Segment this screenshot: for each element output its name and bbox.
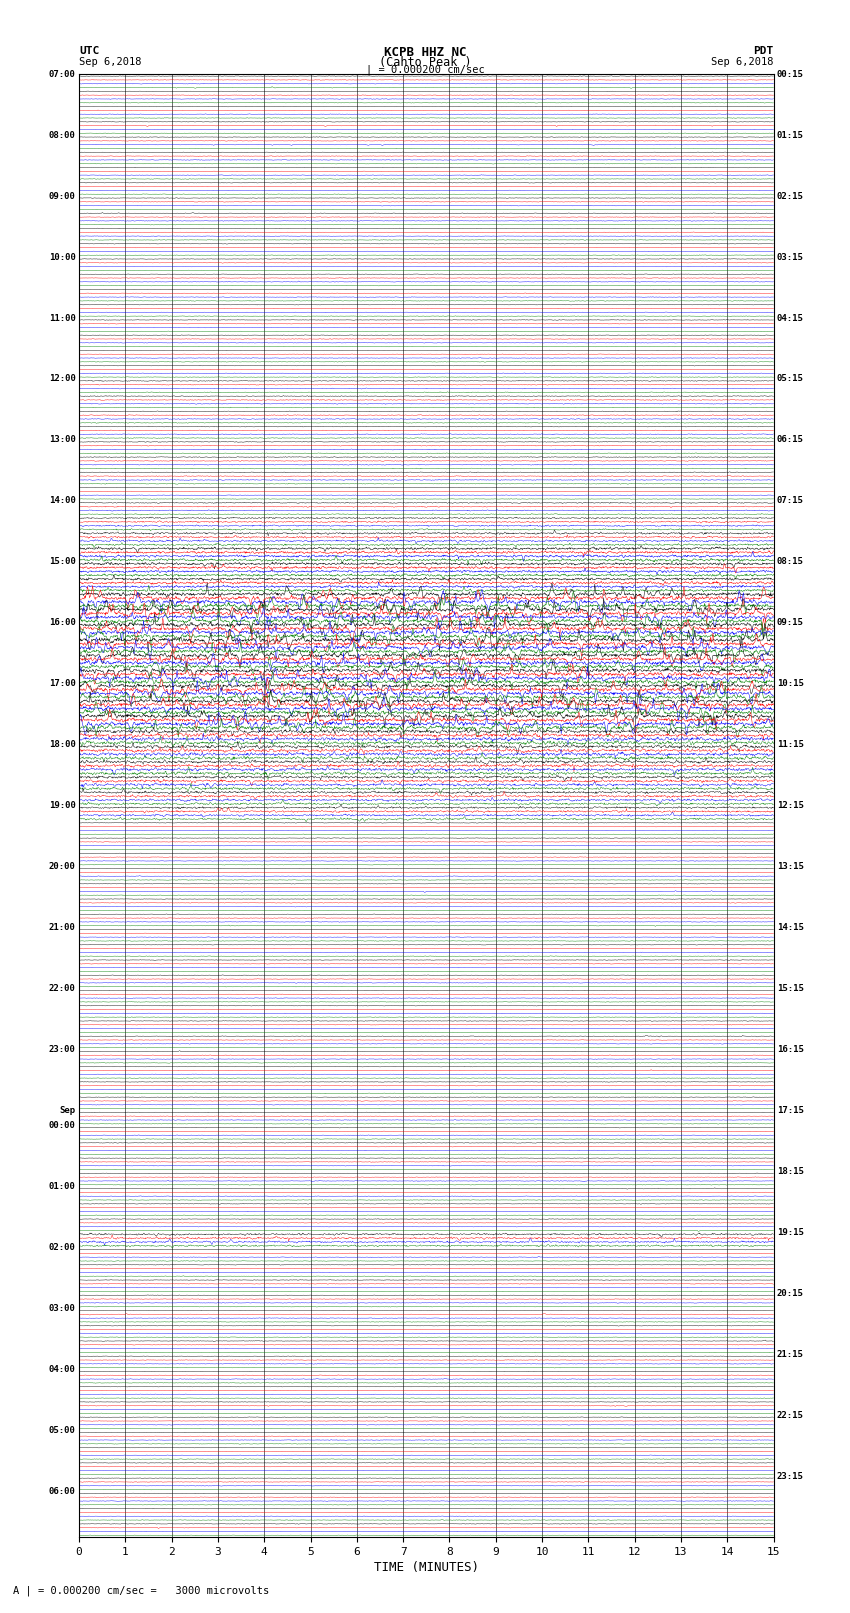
Text: 12:00: 12:00	[48, 374, 76, 384]
Text: 09:00: 09:00	[48, 192, 76, 200]
Text: Sep 6,2018: Sep 6,2018	[79, 56, 142, 68]
Text: 17:00: 17:00	[48, 679, 76, 689]
Text: 00:15: 00:15	[777, 69, 804, 79]
Text: 09:15: 09:15	[777, 618, 804, 627]
Text: 01:15: 01:15	[777, 131, 804, 140]
Text: 21:15: 21:15	[777, 1350, 804, 1358]
Text: 02:00: 02:00	[48, 1244, 76, 1252]
Text: 16:00: 16:00	[48, 618, 76, 627]
Text: 15:15: 15:15	[777, 984, 804, 994]
Text: 23:00: 23:00	[48, 1045, 76, 1053]
Text: 04:00: 04:00	[48, 1365, 76, 1374]
Text: 04:15: 04:15	[777, 313, 804, 323]
X-axis label: TIME (MINUTES): TIME (MINUTES)	[374, 1561, 479, 1574]
Text: 13:15: 13:15	[777, 863, 804, 871]
Text: 03:00: 03:00	[48, 1303, 76, 1313]
Text: 06:00: 06:00	[48, 1487, 76, 1495]
Text: 11:15: 11:15	[777, 740, 804, 748]
Text: 01:00: 01:00	[48, 1182, 76, 1190]
Text: 14:00: 14:00	[48, 497, 76, 505]
Text: 10:15: 10:15	[777, 679, 804, 689]
Text: 22:00: 22:00	[48, 984, 76, 994]
Text: 14:15: 14:15	[777, 923, 804, 932]
Text: Sep: Sep	[60, 1107, 76, 1115]
Text: 06:15: 06:15	[777, 436, 804, 445]
Text: 18:15: 18:15	[777, 1166, 804, 1176]
Text: Sep 6,2018: Sep 6,2018	[711, 56, 774, 68]
Text: 19:15: 19:15	[777, 1227, 804, 1237]
Text: A | = 0.000200 cm/sec =   3000 microvolts: A | = 0.000200 cm/sec = 3000 microvolts	[13, 1586, 269, 1595]
Text: 02:15: 02:15	[777, 192, 804, 200]
Text: 17:15: 17:15	[777, 1107, 804, 1115]
Text: 20:15: 20:15	[777, 1289, 804, 1298]
Text: 00:00: 00:00	[48, 1121, 76, 1131]
Text: KCPB HHZ NC: KCPB HHZ NC	[383, 45, 467, 60]
Text: 16:15: 16:15	[777, 1045, 804, 1053]
Text: 11:00: 11:00	[48, 313, 76, 323]
Text: UTC: UTC	[79, 45, 99, 56]
Text: 19:00: 19:00	[48, 802, 76, 810]
Text: 13:00: 13:00	[48, 436, 76, 445]
Text: 20:00: 20:00	[48, 863, 76, 871]
Text: 15:00: 15:00	[48, 558, 76, 566]
Text: 22:15: 22:15	[777, 1411, 804, 1419]
Text: 21:00: 21:00	[48, 923, 76, 932]
Text: 23:15: 23:15	[777, 1471, 804, 1481]
Text: | = 0.000200 cm/sec: | = 0.000200 cm/sec	[366, 65, 484, 76]
Text: 07:00: 07:00	[48, 69, 76, 79]
Text: 10:00: 10:00	[48, 253, 76, 261]
Text: PDT: PDT	[753, 45, 774, 56]
Text: 07:15: 07:15	[777, 497, 804, 505]
Text: 05:00: 05:00	[48, 1426, 76, 1436]
Text: 05:15: 05:15	[777, 374, 804, 384]
Text: 12:15: 12:15	[777, 802, 804, 810]
Text: 18:00: 18:00	[48, 740, 76, 748]
Text: 08:15: 08:15	[777, 558, 804, 566]
Text: 08:00: 08:00	[48, 131, 76, 140]
Text: 03:15: 03:15	[777, 253, 804, 261]
Text: (Cahto Peak ): (Cahto Peak )	[379, 55, 471, 69]
